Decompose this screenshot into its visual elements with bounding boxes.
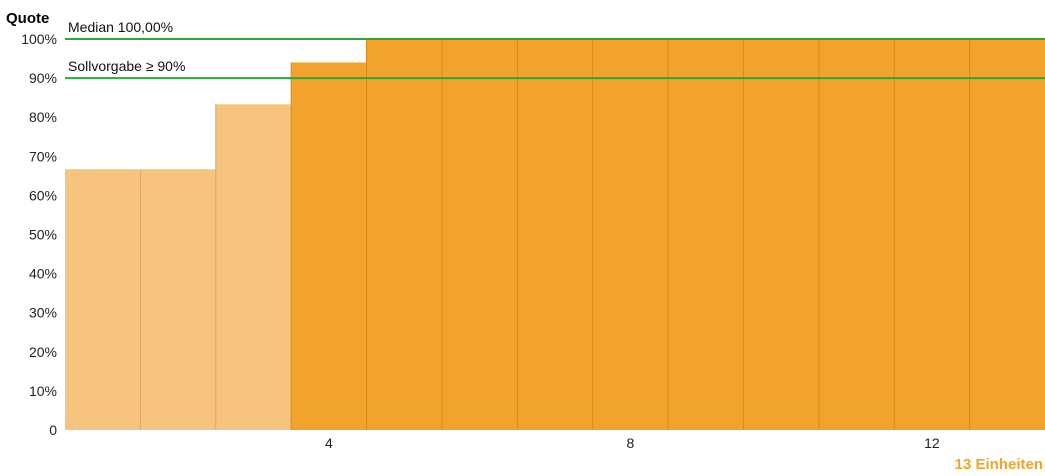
bar-unit-9: [668, 39, 744, 430]
bar-unit-8: [592, 39, 669, 430]
y-tick-label: 20%: [29, 344, 57, 360]
bar-unit-7: [517, 39, 593, 430]
y-tick-label: 90%: [29, 70, 57, 86]
unit-count-label: 13 Einheiten: [955, 456, 1043, 473]
y-tick-label: 10%: [29, 383, 57, 399]
bar-unit-5: [366, 39, 442, 430]
bar-unit-3: [215, 104, 292, 430]
y-tick-label: 0: [49, 422, 57, 438]
y-axis-ticks: 0 10% 20% 30% 40% 50% 60% 70% 80% 90% 100%: [21, 31, 57, 438]
bar-unit-10: [743, 39, 819, 430]
bar-unit-13: [969, 39, 1045, 430]
bar-unit-6: [441, 39, 518, 430]
bar-unit-1: [65, 169, 141, 430]
x-axis-ticks: 4 8 12: [325, 435, 940, 451]
y-axis-title: Quote: [6, 10, 49, 27]
y-tick-label: 60%: [29, 187, 57, 203]
y-tick-label: 70%: [29, 148, 57, 164]
x-tick-label: 8: [626, 435, 634, 451]
y-tick-label: 40%: [29, 266, 57, 282]
bar-unit-11: [818, 39, 895, 430]
y-tick-label: 30%: [29, 305, 57, 321]
reference-lines-group: Median 100,00% Sollvorgabe ≥ 90%: [65, 19, 1045, 80]
bar-unit-4: [291, 62, 367, 431]
median-label: Median 100,00%: [68, 19, 173, 35]
target-label: Sollvorgabe ≥ 90%: [68, 58, 185, 74]
x-tick-label: 12: [924, 435, 940, 451]
bar-unit-12: [894, 39, 970, 430]
y-tick-label: 100%: [21, 31, 57, 47]
x-tick-label: 4: [325, 435, 333, 451]
bar-unit-2: [140, 169, 216, 430]
y-tick-label: 80%: [29, 109, 57, 125]
y-tick-label: 50%: [29, 227, 57, 243]
bars-group: [65, 39, 1045, 431]
